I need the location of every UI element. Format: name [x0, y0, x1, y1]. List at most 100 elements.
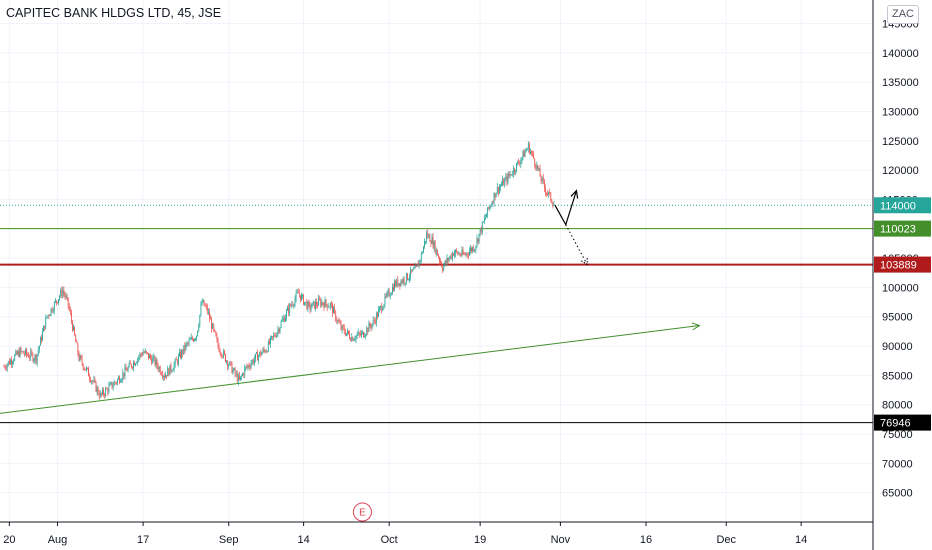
candle-body [377, 313, 378, 317]
projection-up-arrowhead [570, 189, 579, 199]
candle-body [354, 339, 356, 341]
candle-body [153, 356, 155, 358]
candle-body [87, 367, 88, 369]
candle-body [326, 304, 328, 308]
candle-body [261, 352, 263, 356]
candle-body [106, 388, 108, 390]
candle-body [108, 385, 110, 393]
candle-body [250, 363, 252, 368]
candle-body [499, 187, 500, 193]
candle-body [413, 269, 415, 270]
x-tick-label: Oct [381, 534, 398, 546]
candle-body [215, 331, 217, 337]
candle-body [540, 176, 542, 182]
candle-body [429, 235, 431, 242]
candle-body [349, 333, 351, 339]
candle-body [166, 375, 168, 377]
candle-body [14, 355, 16, 361]
candle-body [129, 362, 131, 365]
candle-body [360, 332, 362, 336]
candle-body [372, 320, 374, 324]
candle-body [505, 176, 507, 180]
candle-body [545, 188, 546, 193]
candle-body [268, 341, 270, 344]
candle-body [286, 310, 287, 318]
x-tick-label: 20 [3, 534, 15, 546]
candle-body [421, 252, 423, 254]
price-tag-resistance [874, 256, 931, 273]
projection-up-path[interactable] [554, 190, 578, 227]
y-tick-label: 130000 [882, 106, 919, 118]
candle-body [263, 349, 265, 351]
candle-body [266, 351, 268, 353]
candle-body [392, 286, 393, 294]
candle-body [102, 389, 103, 395]
candle-body [197, 330, 199, 336]
candle-body [420, 253, 422, 261]
candle-body [380, 305, 382, 308]
candle-body [111, 382, 113, 388]
earnings-event-marker[interactable] [352, 502, 372, 522]
candle-body [530, 151, 531, 154]
candle-body [331, 303, 332, 305]
candle-body [534, 158, 536, 166]
candle-body [217, 339, 219, 347]
candle-body [488, 207, 490, 209]
candle-body [521, 157, 523, 161]
candle-body [537, 165, 539, 170]
candle-body [190, 337, 192, 340]
candle-body [173, 364, 175, 370]
candle-body [134, 362, 135, 366]
candle-body [85, 367, 87, 370]
candle-body [320, 299, 322, 306]
candle-body [174, 359, 176, 365]
candle-body [48, 315, 50, 316]
candle-body [546, 192, 547, 194]
price-tag-support [874, 220, 931, 237]
candle-body [26, 349, 27, 355]
candle-body [103, 389, 104, 395]
candle-body [110, 382, 112, 384]
candle-body [478, 233, 480, 243]
rising-trendline[interactable] [0, 325, 700, 414]
candle-body [170, 364, 172, 371]
candle-body [105, 388, 107, 396]
candle-body [456, 250, 458, 252]
candle-body [470, 248, 471, 252]
currency-badge[interactable]: ZAC [887, 5, 919, 24]
candle-body [431, 237, 433, 244]
candle-body [203, 299, 205, 306]
candle-body [439, 257, 440, 262]
candle-body [325, 299, 327, 305]
event-markers[interactable]: E [352, 502, 372, 522]
candle-body [169, 364, 171, 376]
candle-body [501, 184, 502, 186]
candle-body [473, 247, 475, 252]
candle-body [443, 265, 445, 271]
candle-body [397, 279, 399, 286]
candle-body [133, 362, 134, 368]
candle-body [172, 369, 174, 371]
candle-body [548, 192, 550, 195]
candle-body [461, 249, 463, 256]
candle-body [445, 261, 447, 264]
candle-body [341, 325, 343, 330]
candle-body [531, 151, 532, 153]
candle-body [415, 266, 417, 268]
candle-body [379, 307, 380, 310]
candle-body [50, 308, 52, 315]
candle-body [141, 354, 143, 356]
candle-body [195, 338, 196, 340]
candle-body [136, 362, 138, 364]
candle-body [36, 354, 38, 363]
candle-body [311, 302, 313, 308]
y-tick-label: 75000 [882, 429, 913, 441]
candle-body [496, 186, 498, 193]
candle-body [130, 364, 132, 368]
candle-body [234, 368, 236, 375]
candle-body [484, 218, 485, 222]
candle-body [404, 282, 406, 284]
candle-body [20, 348, 22, 352]
candle-body [310, 307, 312, 310]
